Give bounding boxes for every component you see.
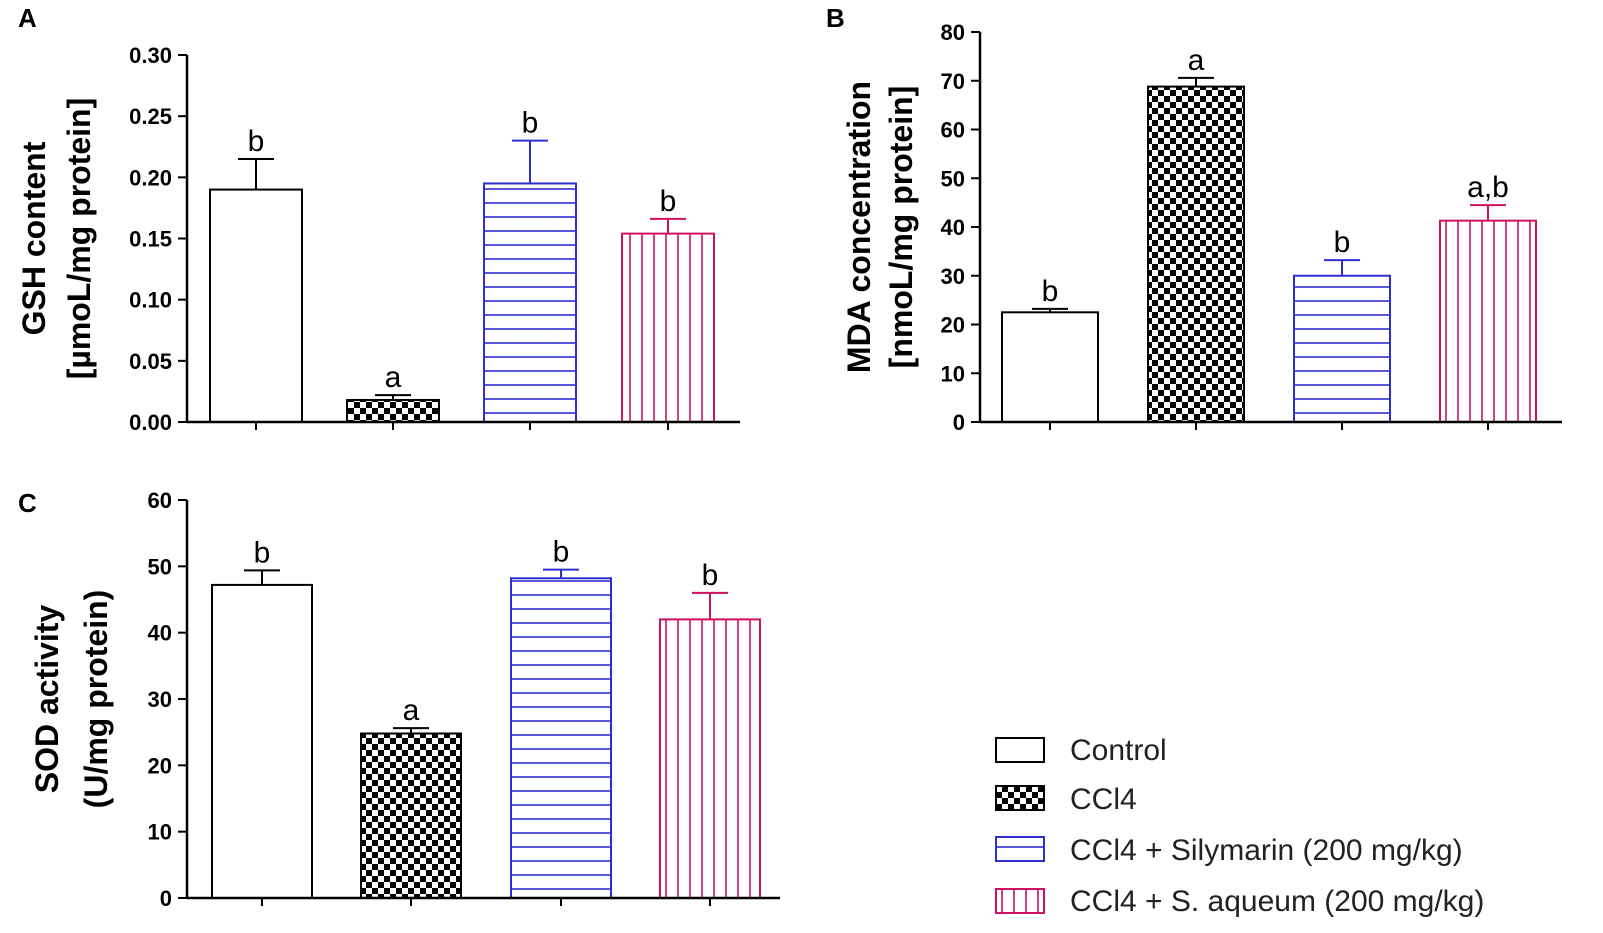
bar-silymarin (483, 182, 577, 423)
panel-b: B MDA concentration [nmoL/mg protein] b a b a,… (826, 3, 1562, 435)
legend-label-control: Control (1070, 734, 1167, 767)
bar-control (1001, 311, 1099, 423)
y-axis-title-line2: [nmoL/mg protein] (883, 86, 919, 369)
significance-label-aqueum: b (660, 185, 677, 218)
y-tick-label: 30 (148, 687, 172, 712)
y-tick-label: 30 (941, 264, 965, 289)
y-tick-label: 0.30 (129, 43, 172, 68)
y-tick-label: 50 (148, 554, 172, 579)
significance-label-silymarin: b (1334, 226, 1351, 259)
panel-letter: C (18, 488, 37, 518)
significance-label-control: b (254, 536, 271, 569)
legend-item-ccl4: CCl4 (995, 783, 1137, 816)
legend-swatch-silymarin (995, 836, 1045, 862)
y-axis-title-line2: (U/mg protein) (78, 590, 114, 809)
bar-ccl4 (360, 732, 462, 900)
bar-aqueum (1439, 219, 1537, 423)
significance-label-silymarin: b (553, 536, 570, 569)
y-tick-label: 0 (160, 886, 172, 911)
significance-label-aqueum: a,b (1467, 171, 1509, 204)
y-tick-label: 60 (148, 488, 172, 513)
panel-letter: B (826, 3, 845, 33)
legend-label-silymarin: CCl4 + Silymarin (200 mg/kg) (1070, 834, 1463, 867)
y-tick-label: 80 (941, 20, 965, 45)
significance-label-silymarin: b (522, 107, 539, 140)
legend-swatch-control (995, 737, 1045, 763)
significance-label-control: b (248, 125, 265, 158)
legend-item-control: Control (995, 734, 1167, 767)
chart-panels: A GSH content [µmoL/mg protein] b a b b 0.00 0.0… (16, 3, 1562, 911)
bar-ccl4 (346, 398, 440, 424)
legend-swatch-aqueum (995, 888, 1045, 914)
panel-letter: A (18, 3, 37, 33)
significance-label-ccl4: a (385, 361, 402, 394)
y-tick-label: 40 (148, 621, 172, 646)
bar-aqueum (621, 232, 715, 423)
y-tick-label: 70 (941, 69, 965, 94)
legend-swatch-ccl4 (995, 785, 1045, 811)
y-tick-label: 0.05 (129, 349, 172, 374)
legend-label-ccl4: CCl4 (1070, 783, 1137, 816)
y-tick-label: 0.25 (129, 104, 172, 129)
significance-label-ccl4: a (1188, 44, 1205, 77)
y-axis-title-line1: SOD activity (29, 605, 65, 794)
bar-silymarin (1293, 274, 1391, 423)
y-tick-label: 50 (941, 166, 965, 191)
legend-item-silymarin: CCl4 + Silymarin (200 mg/kg) (995, 834, 1463, 867)
y-tick-label: 0.10 (129, 288, 172, 313)
y-tick-label: 0.20 (129, 165, 172, 190)
y-tick-label: 10 (148, 820, 172, 845)
legend-item-aqueum: CCl4 + S. aqueum (200 mg/kg) (995, 885, 1484, 918)
y-tick-label: 0.15 (129, 227, 172, 252)
bar-ccl4 (1147, 85, 1245, 423)
y-axis-title-line1: MDA concentration (841, 81, 877, 373)
legend-label-aqueum: CCl4 + S. aqueum (200 mg/kg) (1070, 885, 1484, 918)
panel-c: C SOD activity (U/mg protein) b a b b 0 10 20 30 40… (18, 488, 780, 911)
legend: Control CCl4 CCl4 + Silymarin (200 mg/kg… (995, 734, 1484, 918)
y-tick-label: 20 (148, 753, 172, 778)
y-tick-label: 0 (953, 410, 965, 435)
y-tick-label: 0.00 (129, 410, 172, 435)
bar-control (209, 188, 303, 423)
bar-aqueum (659, 618, 761, 900)
significance-label-aqueum: b (702, 559, 719, 592)
y-tick-label: 10 (941, 361, 965, 386)
panel-a: A GSH content [µmoL/mg protein] b a b b 0.00 0.0… (16, 3, 740, 435)
y-tick-label: 40 (941, 215, 965, 240)
y-axis-title-line1: GSH content (16, 141, 52, 335)
bar-silymarin (510, 577, 612, 899)
y-tick-label: 20 (941, 313, 965, 338)
significance-label-control: b (1042, 275, 1059, 308)
significance-label-ccl4: a (403, 694, 420, 727)
bar-control (211, 583, 313, 899)
y-axis-title-line2: [µmoL/mg protein] (61, 98, 97, 380)
y-tick-label: 60 (941, 118, 965, 143)
